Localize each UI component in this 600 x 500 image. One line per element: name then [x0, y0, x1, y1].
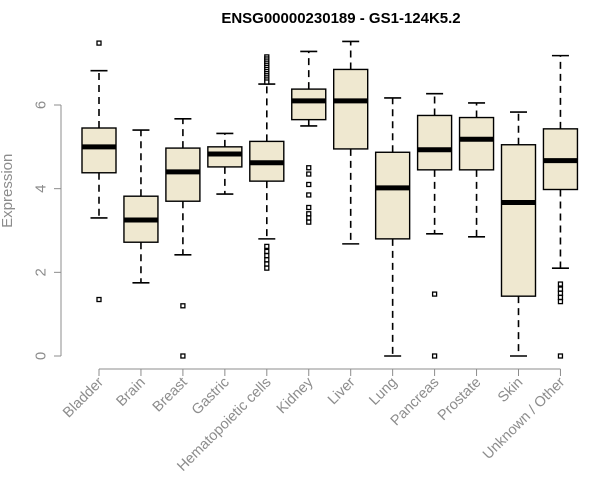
y-tick-label: 2 — [32, 268, 49, 276]
box-group — [416, 92, 453, 359]
outlier-point — [264, 79, 270, 85]
outlier-point — [264, 243, 270, 250]
box-group — [81, 40, 117, 303]
y-tick-label: 4 — [32, 184, 49, 192]
box-group — [123, 129, 159, 284]
outlier-point — [557, 294, 564, 301]
x-tick-label: Skin — [495, 375, 526, 406]
outlier-point — [264, 265, 270, 271]
box-group — [165, 118, 201, 359]
box-group — [458, 102, 495, 238]
outlier-point — [306, 211, 312, 217]
outlier-point — [306, 165, 312, 171]
outlier-point — [557, 286, 564, 292]
x-tick-label: Lung — [366, 375, 400, 409]
outlier-point — [306, 219, 312, 225]
x-tick-label: Bladder — [60, 374, 107, 421]
x-tick-label: Breast — [150, 375, 191, 416]
box-group — [542, 54, 579, 359]
outlier-point — [306, 192, 312, 198]
outlier-point — [180, 353, 186, 359]
box — [81, 127, 117, 174]
box — [500, 144, 537, 297]
outlier-point — [431, 353, 438, 359]
y-tick-label: 0 — [32, 352, 49, 360]
outlier-point — [264, 252, 270, 259]
outlier-point — [264, 257, 270, 263]
box-group — [207, 132, 243, 195]
box-group — [249, 54, 285, 271]
box — [416, 114, 453, 171]
chart-title: ENSG00000230189 - GS1-124K5.2 — [221, 10, 460, 27]
outlier-point — [306, 171, 312, 177]
outlier-point — [557, 290, 564, 296]
box-group — [374, 97, 411, 357]
box — [333, 68, 369, 150]
y-axis-label: Expression — [0, 154, 16, 228]
x-tick-label: Prostate — [435, 375, 484, 424]
box — [374, 151, 411, 240]
box-group — [291, 50, 327, 225]
x-tick-label: Brain — [114, 375, 149, 410]
outlier-point — [180, 303, 186, 309]
outlier-point — [264, 261, 270, 267]
box — [458, 116, 495, 171]
box — [165, 147, 201, 202]
outlier-point — [557, 281, 564, 287]
outlier-point — [557, 298, 564, 305]
x-tick-label: Liver — [325, 374, 359, 408]
outlier-point — [96, 296, 102, 303]
box-series — [81, 40, 579, 359]
box — [207, 146, 243, 168]
outlier-point — [306, 181, 312, 188]
outlier-point — [306, 215, 312, 221]
outlier-point — [264, 248, 270, 255]
box-group — [500, 111, 537, 357]
outlier-point — [96, 40, 102, 46]
outlier-point — [557, 353, 564, 359]
box-group — [333, 40, 369, 245]
box — [291, 88, 327, 121]
y-axis: 0 2 4 6 — [32, 101, 62, 360]
outlier-point — [431, 291, 438, 297]
outlier-point — [306, 204, 312, 211]
x-tick-label: Kidney — [274, 374, 317, 417]
y-tick-label: 6 — [32, 101, 49, 109]
